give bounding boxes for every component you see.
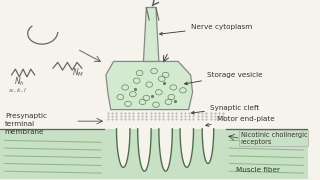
Text: Nicotinic cholinergic
receptors: Nicotinic cholinergic receptors xyxy=(241,132,307,145)
Text: Storage vesicle: Storage vesicle xyxy=(185,72,263,85)
Text: $N_h$: $N_h$ xyxy=(14,76,25,88)
Text: Muscle fiber: Muscle fiber xyxy=(236,167,280,173)
Text: Synaptic cleft: Synaptic cleft xyxy=(191,105,259,114)
Text: $x_i, k, l$: $x_i, k, l$ xyxy=(8,86,27,95)
Polygon shape xyxy=(116,129,130,167)
Polygon shape xyxy=(180,129,194,167)
Polygon shape xyxy=(106,61,193,110)
Text: Motor end-plate: Motor end-plate xyxy=(206,116,274,126)
Polygon shape xyxy=(0,129,308,179)
Polygon shape xyxy=(202,129,214,163)
Text: $N_M$: $N_M$ xyxy=(72,67,84,79)
Polygon shape xyxy=(138,129,151,171)
Text: Nerve cytoplasm: Nerve cytoplasm xyxy=(160,24,252,35)
Polygon shape xyxy=(159,129,172,171)
Text: Presynaptic
terminal
membrane: Presynaptic terminal membrane xyxy=(5,113,47,135)
Polygon shape xyxy=(143,8,159,61)
